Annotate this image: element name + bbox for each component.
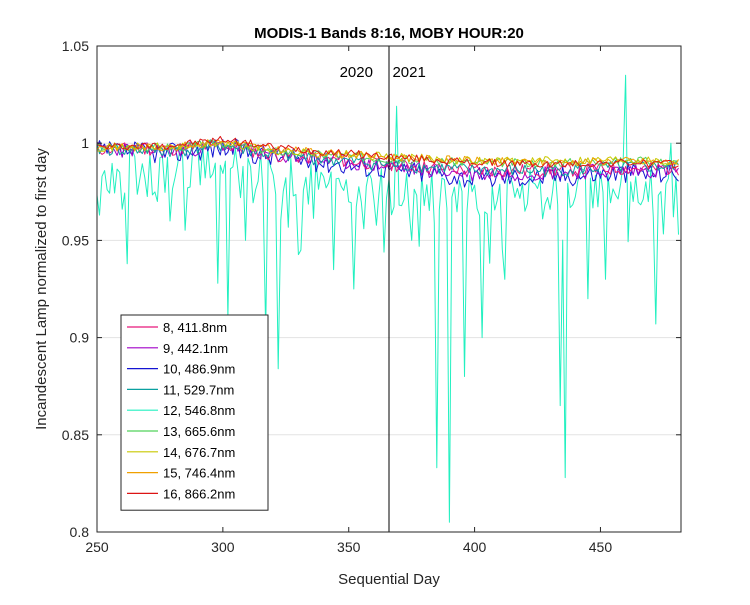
legend-entry: 16, 866.2nm: [163, 486, 235, 501]
y-axis-label: Incandescent Lamp normalized to first da…: [33, 148, 50, 430]
x-tick-label: 400: [463, 539, 487, 555]
x-tick-label: 350: [337, 539, 361, 555]
x-tick-label: 300: [211, 539, 235, 555]
chart-title: MODIS-1 Bands 8:16, MOBY HOUR:20: [254, 25, 524, 42]
series-line-15: [96, 139, 679, 167]
y-tick-label: 1.05: [62, 38, 89, 54]
annotation-2020: 2020: [340, 64, 373, 81]
y-tick-label: 0.85: [62, 427, 89, 443]
legend-entry: 15, 746.4nm: [163, 466, 235, 481]
x-tick-label: 450: [589, 539, 613, 555]
legend-entry: 8, 411.8nm: [163, 320, 227, 335]
legend-entry: 11, 529.7nm: [163, 382, 234, 397]
y-tick-label: 0.95: [62, 232, 89, 248]
y-tick-label: 0.8: [70, 524, 90, 540]
legend-entry: 14, 676.7nm: [163, 445, 235, 460]
legend-entry: 10, 486.9nm: [163, 362, 235, 377]
x-tick-label: 250: [85, 539, 109, 555]
annotation-2021: 2021: [392, 64, 425, 81]
series-layer: [96, 74, 679, 523]
series-line-9: [96, 140, 679, 182]
x-axis-label: Sequential Day: [338, 571, 440, 588]
series-line-16: [96, 135, 679, 169]
legend-entry: 9, 442.1nm: [163, 341, 228, 356]
plot-frame: [96, 45, 682, 533]
legend-entry: 12, 546.8nm: [163, 403, 235, 418]
y-tick-label: 1: [81, 135, 89, 151]
legend: 8, 411.8nm 9, 442.1nm 10, 486.9nm 11, 529.7…: [120, 314, 269, 511]
legend-entry: 13, 665.6nm: [163, 424, 235, 439]
y-tick-label: 0.9: [70, 330, 90, 346]
axis-ticks: 0.8 0.85 0.9 0.95 1 1.05 250 300 350 400 450: [62, 38, 681, 555]
annotation-layer: 2020 2021: [340, 46, 426, 532]
